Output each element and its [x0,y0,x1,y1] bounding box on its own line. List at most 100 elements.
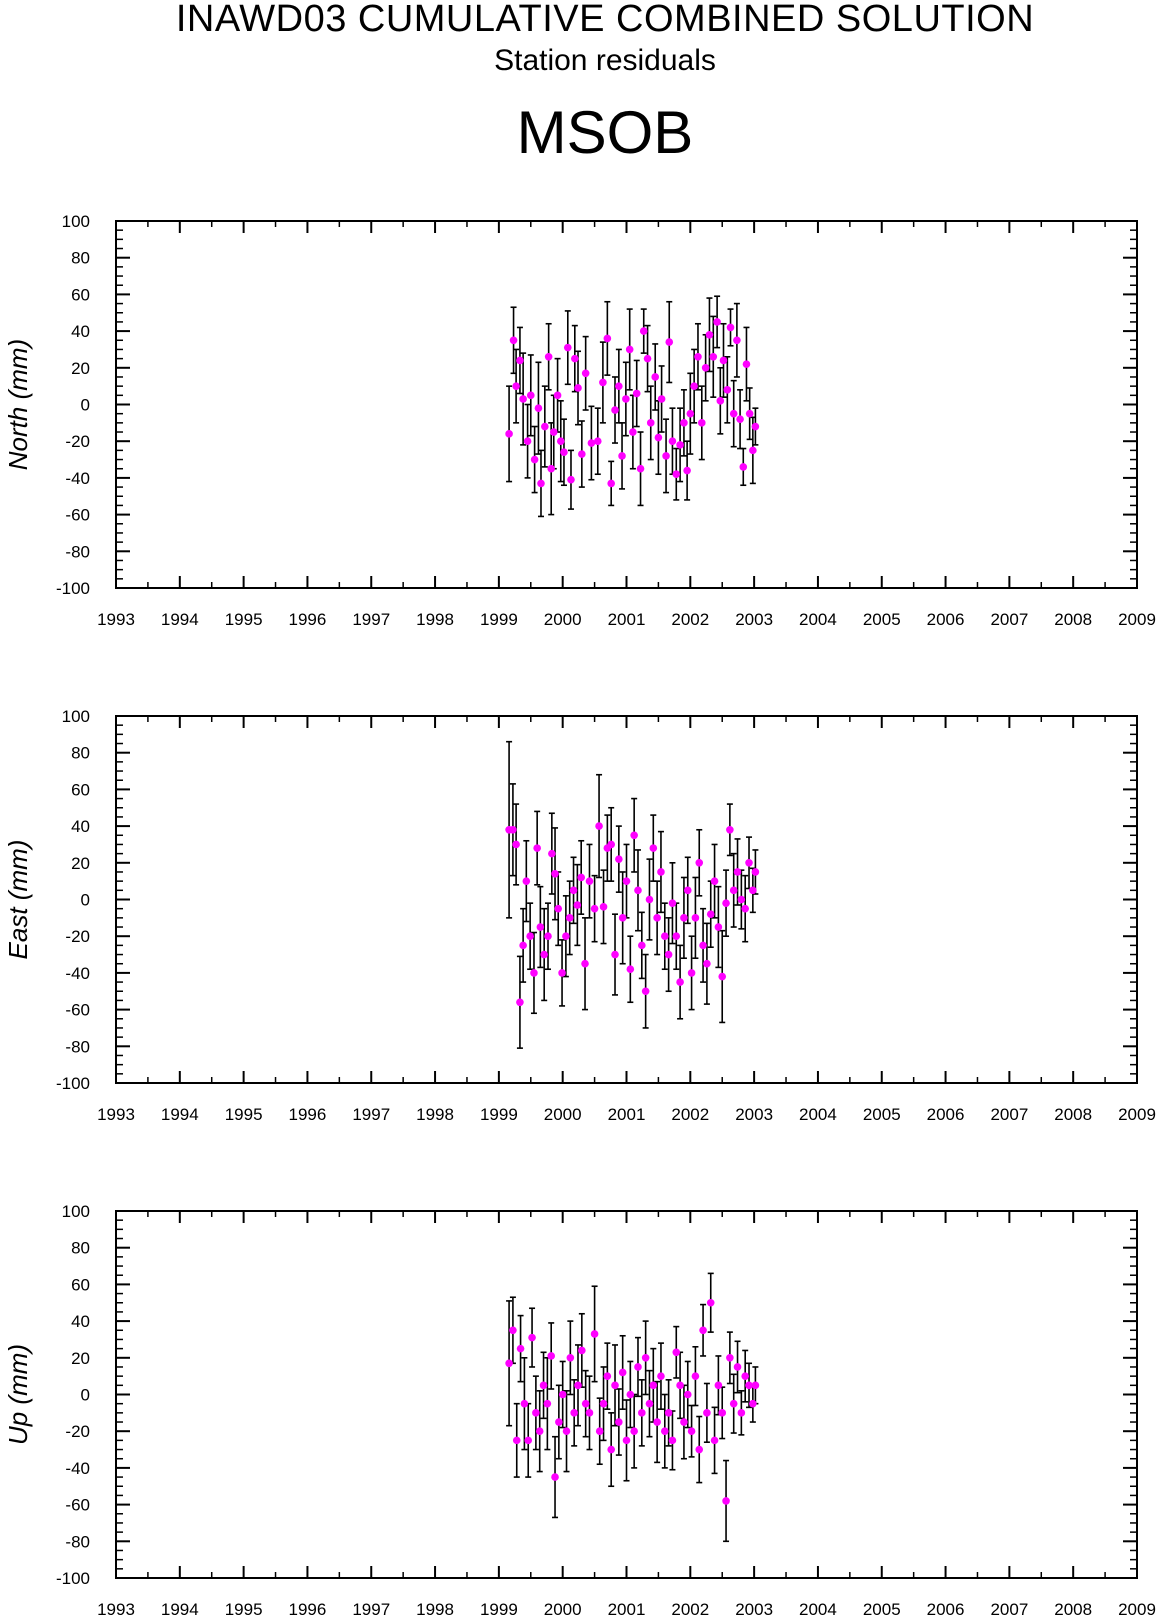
y-tick-label: 80 [71,249,90,268]
x-tick-label: 1995 [225,610,263,629]
data-point [676,978,684,986]
data-point [571,354,579,363]
data-point [660,1427,669,1435]
y-tick-label: -60 [65,1001,90,1020]
data-point [551,870,559,878]
data-point [543,1399,552,1408]
data-point [651,373,660,381]
data-point [630,831,638,840]
x-tick-label: 2005 [863,1600,901,1619]
data-point [699,941,707,950]
data-point [530,455,539,464]
x-tick-label: 2007 [990,1105,1028,1124]
x-tick-label: 2008 [1054,610,1092,629]
x-tick-label: 1993 [97,1600,135,1619]
data-point [581,1399,590,1408]
data-point [709,352,718,361]
data-point [714,1381,723,1390]
y-tick-label: -100 [56,1569,90,1588]
data-point [519,395,527,403]
x-tick-label: 1998 [416,1105,454,1124]
y-tick-label: 40 [71,817,90,836]
data-point [699,1326,707,1335]
data-point [736,415,744,423]
data-point [593,437,602,446]
data-point [657,868,665,876]
x-tick-label: 1999 [480,1600,518,1619]
data-point [733,336,741,345]
y-axis-label: North (mm) [3,339,33,470]
data-point [706,1298,715,1307]
x-tick-label: 2001 [608,610,646,629]
data-point [590,1330,599,1338]
y-tick-label: -60 [65,1496,90,1515]
data-point [622,877,631,885]
y-tick-label: -60 [65,506,90,525]
data-point [634,1363,642,1371]
data-point [719,356,728,365]
data-point [524,1436,533,1445]
data-point [578,450,586,458]
data-point [512,382,520,390]
data-point [607,840,615,849]
data-point [541,422,549,431]
data-point [566,1354,575,1362]
data-point [570,1409,578,1417]
x-tick-label: 1995 [225,1105,263,1124]
data-point [649,1381,658,1390]
data-point [565,914,574,922]
data-point [634,886,642,895]
data-point [713,318,721,326]
data-point [585,1409,594,1417]
x-tick-label: 1998 [416,610,454,629]
data-point [695,1445,704,1454]
data-point [544,932,552,940]
x-tick-label: 2008 [1054,1600,1092,1619]
data-point [751,868,760,876]
x-tick-label: 1994 [161,1600,199,1619]
data-point [540,950,548,959]
panel-east: 1993 1994 1995 1996 1997 1998 1999 2000 2001 2002… [3,707,1156,1124]
data-point [547,464,556,473]
data-point [618,452,626,460]
data-point [653,1418,661,1426]
x-tick-label: 1999 [480,1105,518,1124]
data-point [676,1381,684,1390]
data-point [749,1399,757,1408]
data-point [751,422,760,431]
data-point [537,479,545,488]
data-point [509,336,518,345]
data-point [574,384,582,392]
x-tick-label: 1998 [416,1600,454,1619]
y-tick-label: 20 [71,1349,90,1368]
data-point [751,1381,760,1390]
data-point [645,895,654,904]
y-tick-label: -20 [65,432,90,451]
x-tick-label: 2004 [799,610,837,629]
data-point [749,886,757,895]
x-tick-label: 2000 [544,1105,582,1124]
data-point [556,437,565,446]
data-point [654,433,663,442]
data-point [697,419,706,427]
panel-up: 1993 1994 1995 1996 1997 1998 1999 2000 2001 2002… [3,1202,1156,1619]
data-point [626,965,635,974]
data-point [532,1409,540,1417]
data-point [664,950,673,959]
data-point [710,877,719,885]
y-tick-label: 60 [71,285,90,304]
data-point [505,1359,513,1368]
data-point [716,397,725,405]
x-tick-label: 2002 [671,610,709,629]
data-point [733,868,742,876]
x-tick-label: 2006 [927,1600,965,1619]
y-tick-label: -100 [56,579,90,598]
x-tick-label: 1993 [97,610,135,629]
data-point [672,1348,681,1357]
data-point [509,825,517,834]
data-point [554,904,563,913]
x-tick-label: 1999 [480,610,518,629]
data-point [622,1436,631,1445]
data-point [745,859,753,867]
data-point [668,1436,677,1445]
